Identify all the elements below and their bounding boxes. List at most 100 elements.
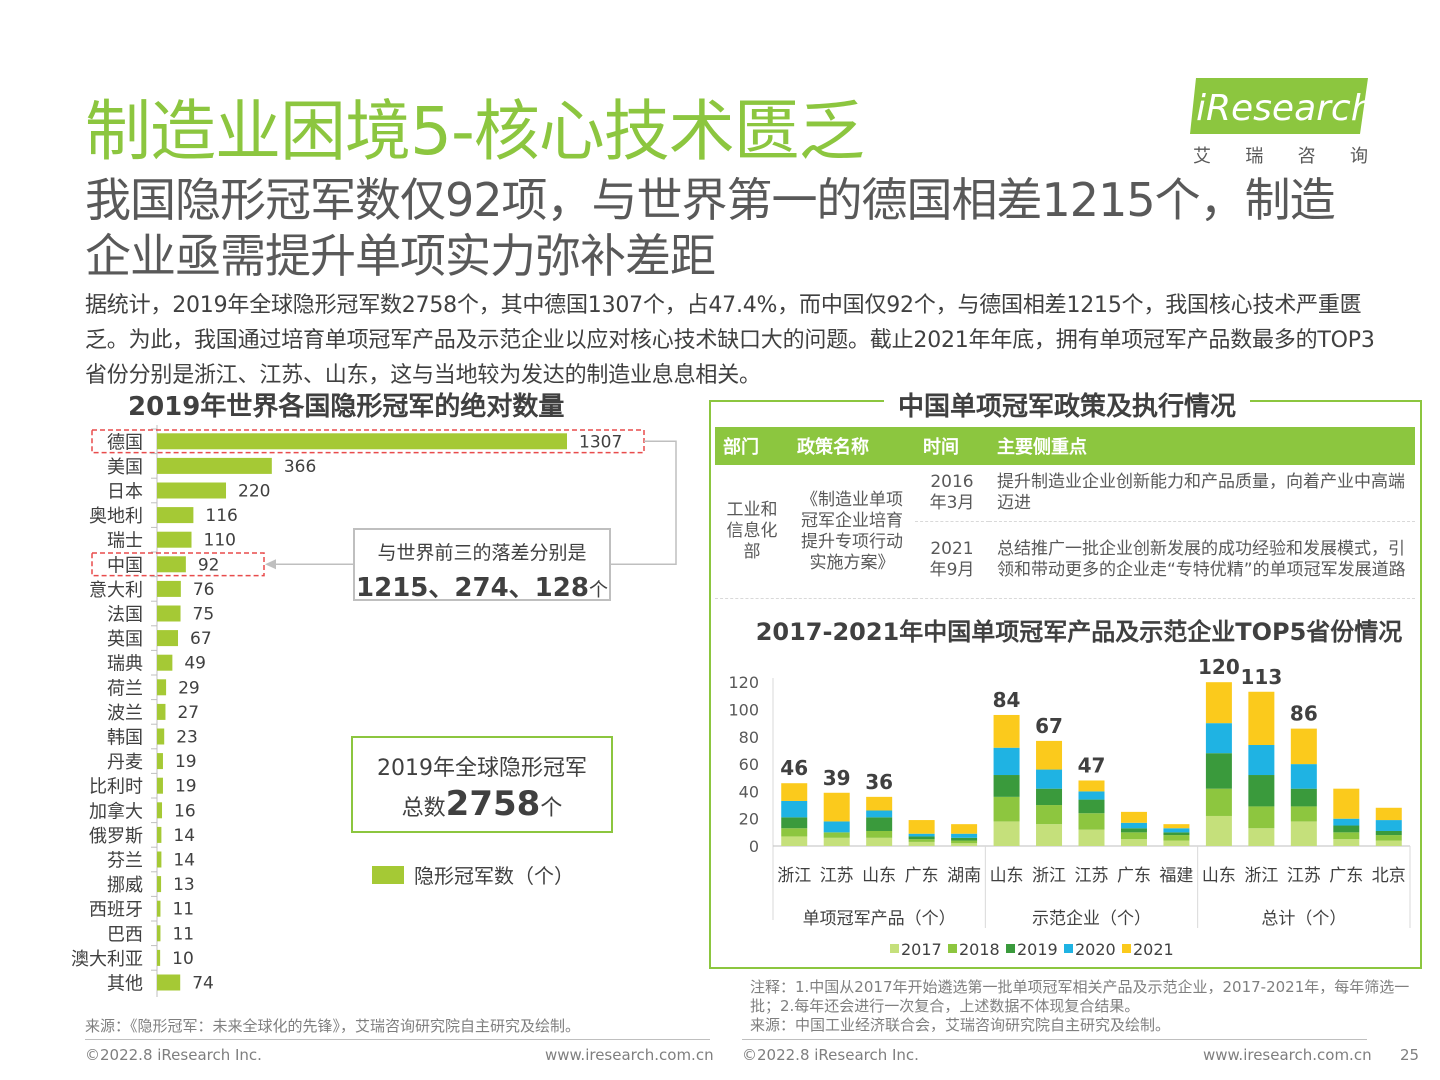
bar-segment bbox=[1078, 829, 1105, 846]
category-label: 巴西 bbox=[107, 924, 143, 945]
bar-segment bbox=[1036, 824, 1063, 846]
bar bbox=[157, 876, 162, 893]
footer-copyright: ©2022.8 iResearch Inc. bbox=[742, 1046, 919, 1064]
category-label: 瑞典 bbox=[107, 654, 143, 675]
total-label: 113 bbox=[1240, 665, 1282, 689]
bar-segment bbox=[781, 800, 808, 818]
bar-segment bbox=[1078, 780, 1105, 792]
total-label: 86 bbox=[1290, 702, 1318, 726]
chart-note: 注释：1.中国从2017年开始遴选第一批单项冠军相关产品及示范企业，2017-2… bbox=[750, 978, 1410, 1034]
category-label: 英国 bbox=[107, 629, 143, 650]
bar-segment bbox=[1036, 788, 1063, 806]
bar-segment bbox=[993, 821, 1020, 846]
right-panel-title: 中国单项冠军政策及执行情况 bbox=[709, 386, 1425, 423]
x-tick-label: 湖南 bbox=[947, 866, 981, 886]
table-header: 主要侧重点 bbox=[989, 427, 1415, 465]
legend-swatch bbox=[1006, 944, 1015, 953]
logo-subtitle: 艾瑞咨询 bbox=[1193, 146, 1368, 167]
bar bbox=[157, 531, 192, 548]
time-cell: 2021年9月 bbox=[915, 521, 989, 599]
bar-segment bbox=[866, 796, 893, 811]
category-label: 加拿大 bbox=[89, 800, 143, 822]
category-label: 俄罗斯 bbox=[89, 826, 143, 847]
x-tick-label: 福建 bbox=[1159, 866, 1193, 886]
bar bbox=[157, 900, 161, 917]
bar-segment bbox=[1333, 818, 1360, 826]
bar-segment bbox=[823, 832, 850, 838]
bar-segment bbox=[866, 810, 893, 818]
y-tick-label: 20 bbox=[739, 810, 759, 829]
bar-segment bbox=[1290, 806, 1317, 822]
bar bbox=[157, 507, 194, 524]
data-label: 67 bbox=[190, 629, 212, 649]
x-tick-label: 江苏 bbox=[1287, 866, 1321, 886]
focus-cell: 总结推广一批企业创新发展的成功经验和发展模式，引领和带动更多的企业走“专特优精”… bbox=[989, 521, 1415, 599]
bar-segment bbox=[1333, 788, 1360, 819]
data-label: 49 bbox=[184, 654, 206, 674]
legend-swatch bbox=[948, 944, 957, 953]
bar-segment bbox=[951, 843, 978, 846]
bar-segment bbox=[951, 837, 978, 841]
data-label: 74 bbox=[192, 974, 214, 994]
bar-segment bbox=[1290, 788, 1317, 807]
bar bbox=[157, 630, 179, 647]
table-header: 部门 bbox=[715, 427, 789, 465]
data-label: 13 bbox=[173, 875, 195, 895]
data-label: 10 bbox=[172, 949, 194, 969]
table-header: 政策名称 bbox=[789, 427, 915, 465]
bar bbox=[157, 728, 165, 745]
bar bbox=[157, 826, 162, 843]
group-label: 单项冠军产品（个） bbox=[803, 909, 956, 929]
bar-segment bbox=[1163, 824, 1190, 829]
legend-swatch bbox=[372, 865, 404, 884]
bar-segment bbox=[993, 714, 1020, 748]
bar-segment bbox=[951, 824, 978, 834]
bar-segment bbox=[1078, 799, 1105, 814]
left-chart-legend: 隐形冠军数（个） bbox=[372, 860, 574, 889]
bar-segment bbox=[1375, 820, 1402, 831]
data-label: 76 bbox=[193, 580, 215, 600]
category-label: 挪威 bbox=[107, 875, 143, 896]
bar-segment bbox=[1205, 723, 1232, 754]
bar-segment bbox=[1333, 832, 1360, 840]
bar bbox=[157, 974, 181, 991]
bar bbox=[157, 556, 186, 573]
data-label: 27 bbox=[177, 703, 199, 723]
total-label: 47 bbox=[1078, 753, 1106, 777]
category-label: 美国 bbox=[107, 457, 143, 478]
legend-swatch bbox=[1122, 944, 1131, 953]
data-label: 75 bbox=[193, 605, 215, 625]
page-subtitle: 我国隐形冠军数仅92项，与世界第一的德国相差1215个，制造企业亟需提升单项实力… bbox=[85, 173, 1336, 283]
total-label: 36 bbox=[865, 770, 893, 794]
bar-segment bbox=[866, 837, 893, 846]
category-label: 澳大利亚 bbox=[71, 949, 143, 970]
data-label: 220 bbox=[238, 482, 270, 502]
bar-segment bbox=[1163, 835, 1190, 841]
bar-segment bbox=[866, 817, 893, 831]
bar bbox=[157, 433, 567, 450]
bar-segment bbox=[1120, 822, 1147, 829]
bar bbox=[157, 925, 161, 942]
y-tick-label: 100 bbox=[728, 701, 759, 720]
bar-segment bbox=[781, 817, 808, 829]
bar bbox=[157, 753, 163, 770]
highlight-box bbox=[91, 552, 265, 577]
bar-segment bbox=[1248, 775, 1275, 807]
horizontal-bar-chart: 德国 1307 美国 366 日本 220 奥地利 116 瑞士 110 中国 92 意大利 76 法国 75… bbox=[71, 425, 677, 997]
data-label: 23 bbox=[176, 728, 198, 748]
x-tick-label: 广东 bbox=[1329, 866, 1363, 886]
bar-segment bbox=[1036, 805, 1063, 825]
bar bbox=[157, 851, 162, 868]
x-tick-label: 江苏 bbox=[820, 866, 854, 886]
x-tick-label: 山东 bbox=[862, 866, 896, 886]
group-label: 示范企业（个） bbox=[1032, 909, 1151, 929]
total-label: 120 bbox=[1198, 655, 1240, 679]
table-header: 时间 bbox=[915, 427, 989, 465]
left-chart-title: 2019年世界各国隐形冠军的绝对数量 bbox=[128, 392, 565, 422]
footer-copyright: ©2022.8 iResearch Inc. bbox=[85, 1046, 262, 1064]
bar-segment bbox=[951, 840, 978, 844]
bar-segment bbox=[1078, 791, 1105, 800]
category-label: 德国 bbox=[107, 432, 143, 453]
y-tick-label: 60 bbox=[739, 755, 759, 774]
x-tick-label: 广东 bbox=[905, 866, 939, 886]
